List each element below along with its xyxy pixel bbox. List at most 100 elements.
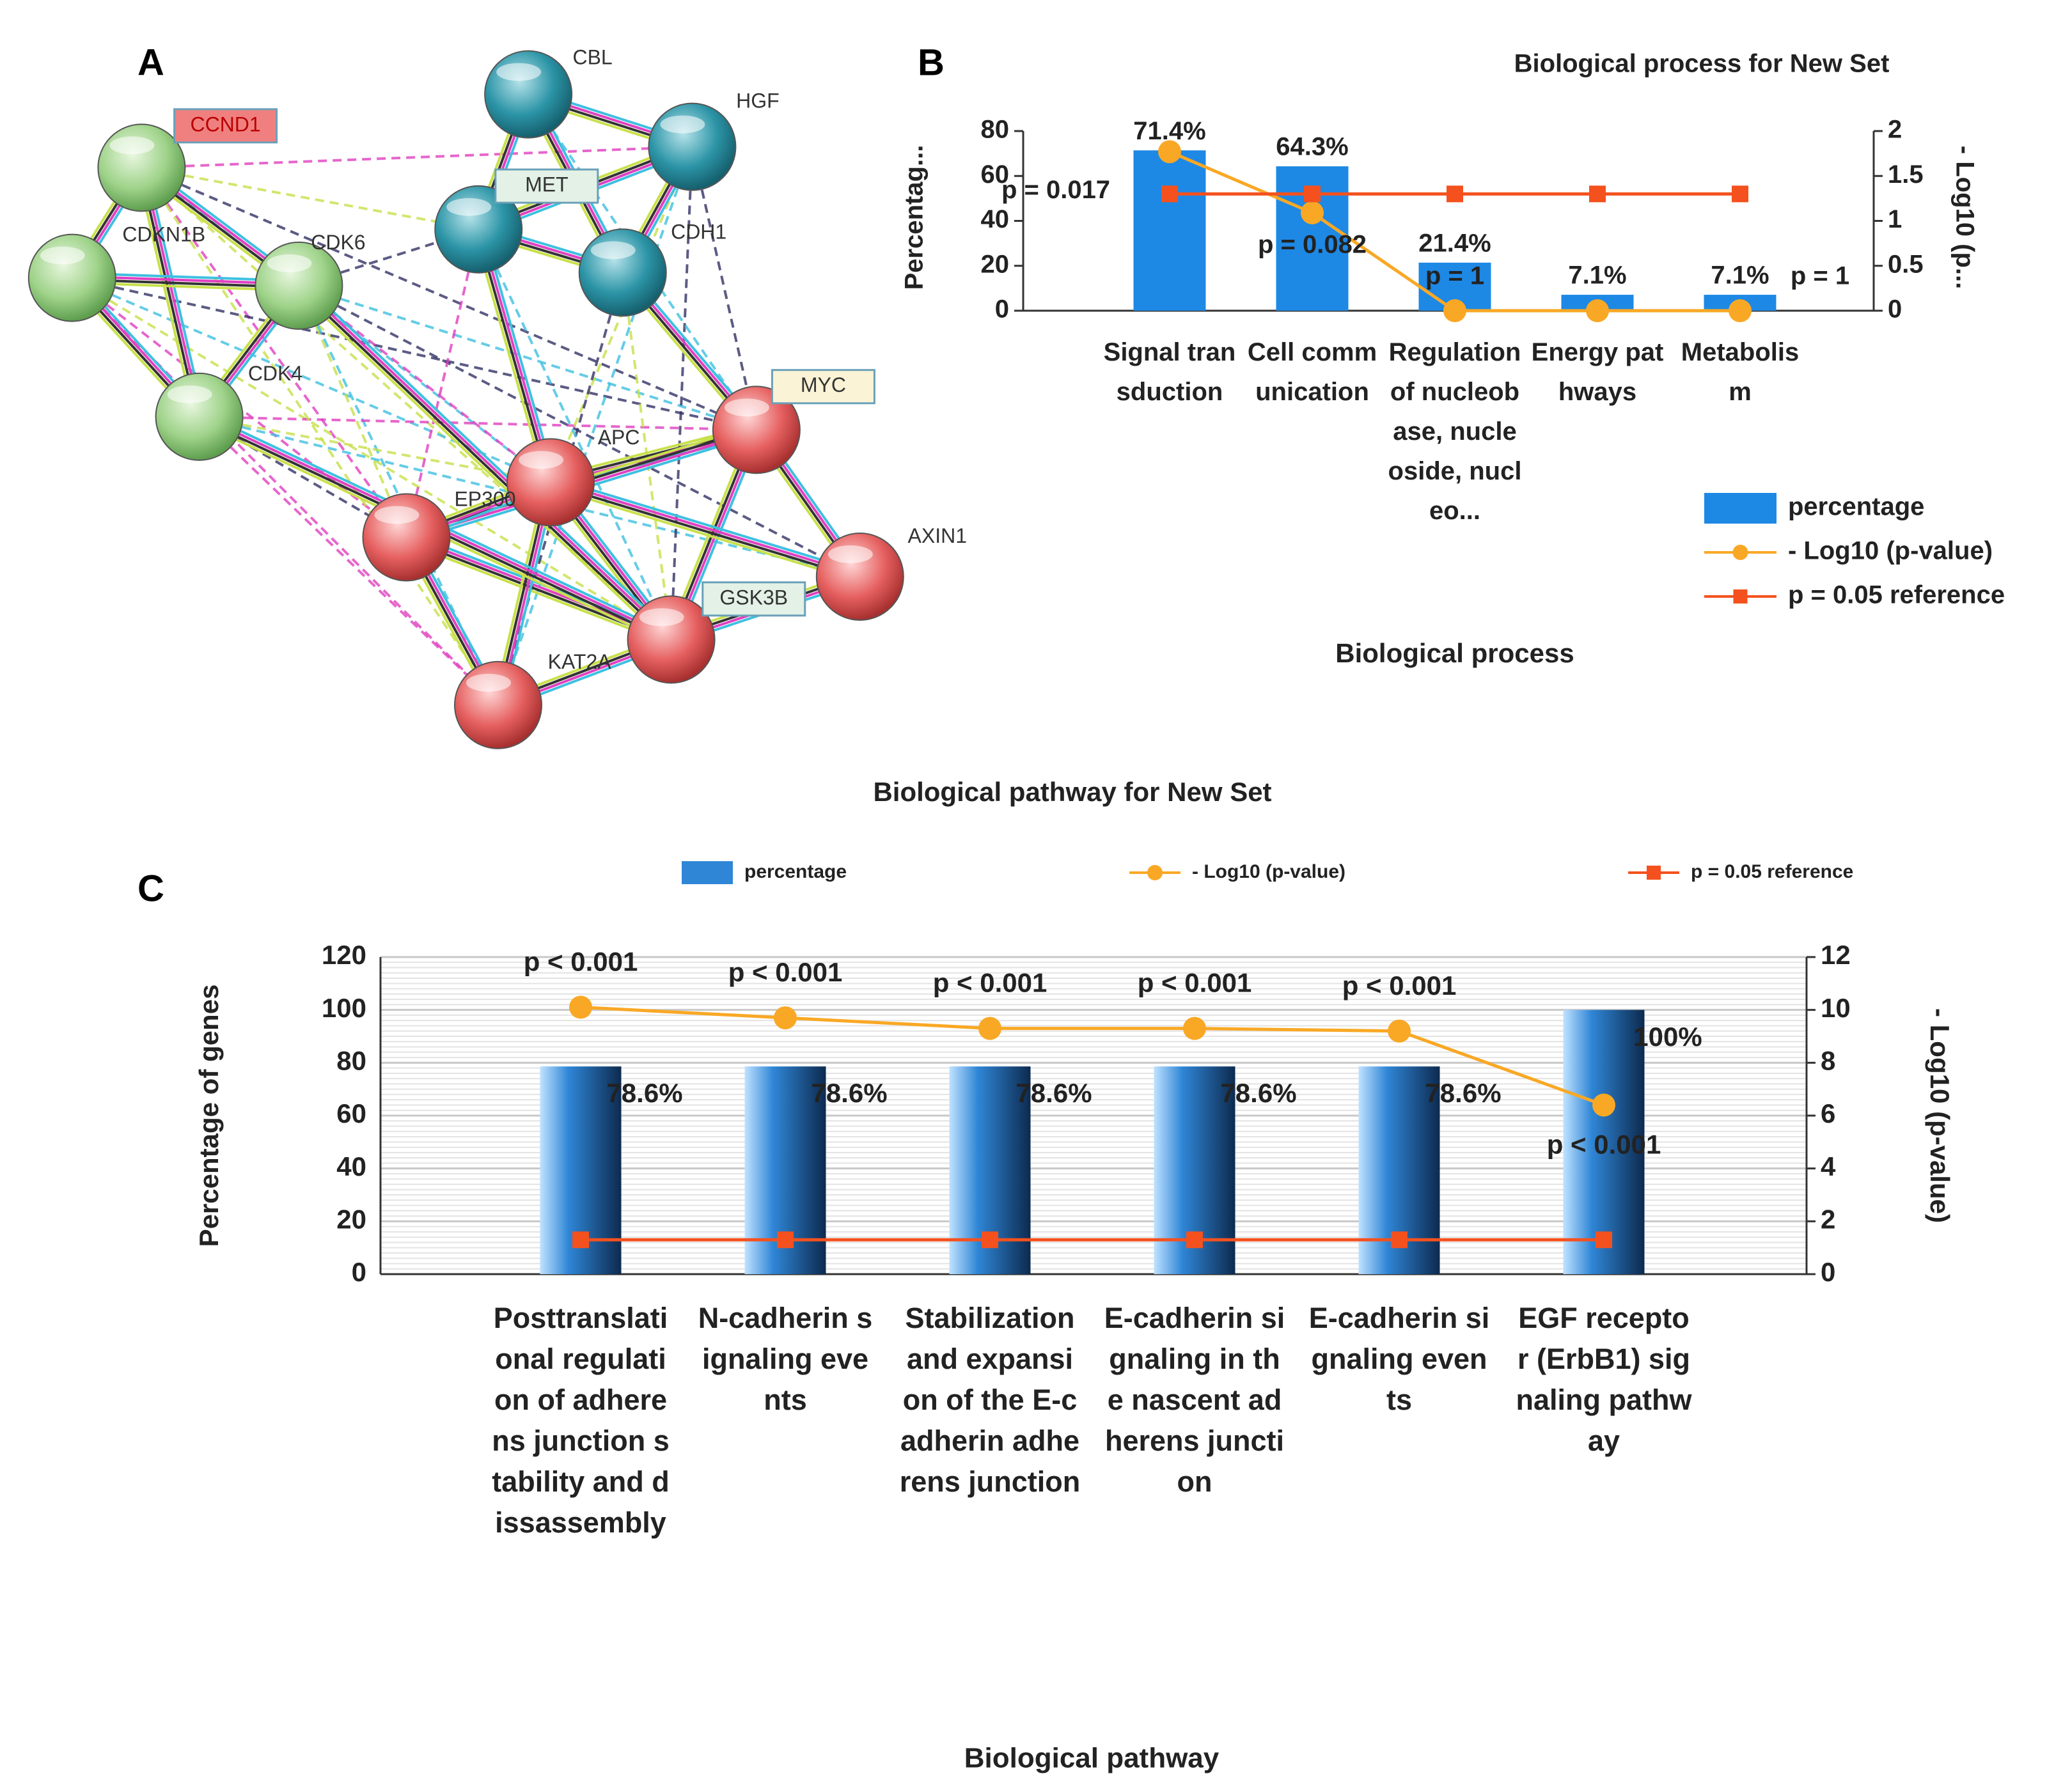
data-label: 78.6%	[811, 1078, 887, 1108]
label-box	[771, 369, 875, 405]
x-axis-title: Biological pathway	[964, 1743, 1220, 1774]
bar	[1563, 1009, 1645, 1274]
data-label: 78.6%	[1425, 1078, 1501, 1108]
node-label: KAT2A	[548, 650, 612, 673]
data-label: 7.1%	[1568, 261, 1626, 290]
legend-marker	[1732, 545, 1748, 560]
y-tick-label: 20	[336, 1204, 366, 1234]
node-highlight	[519, 451, 563, 469]
marker	[1729, 299, 1752, 322]
network-edge	[298, 284, 757, 432]
data-label: 78.6%	[1220, 1078, 1296, 1108]
node-label: CDH1	[671, 220, 726, 243]
data-label: p < 0.001	[1342, 970, 1457, 1001]
y-tick-label: 120	[322, 940, 366, 970]
network-edge	[551, 479, 861, 577]
node-label: HGF	[736, 89, 780, 112]
network-edge	[140, 167, 499, 706]
node-label: CBL	[572, 46, 612, 69]
marker	[1589, 185, 1606, 203]
node-highlight	[724, 398, 769, 417]
network-edge	[298, 284, 552, 483]
y2-tick-label: 8	[1821, 1045, 1835, 1075]
x-tick-label: Posttranslational regulation of adherens…	[492, 1302, 670, 1539]
bar	[1133, 150, 1206, 311]
data-label: p = 1	[1425, 262, 1484, 290]
node-label: MET	[525, 173, 569, 196]
legend-marker	[1147, 865, 1163, 880]
marker	[1447, 185, 1463, 203]
x-tick-label: E-cadherin signaling events	[1308, 1302, 1490, 1416]
y2-tick-label: 0	[1821, 1257, 1835, 1287]
label-box	[702, 581, 806, 617]
panel-label: C	[137, 868, 164, 909]
y-axis-title: Percentag...	[900, 145, 929, 290]
network-edge	[141, 166, 479, 231]
marker	[1183, 1017, 1206, 1040]
network-edge	[140, 167, 408, 538]
network-edge	[199, 415, 757, 432]
marker	[1443, 299, 1466, 322]
data-label: p < 0.001	[1547, 1130, 1661, 1160]
y2-tick-label: 4	[1821, 1151, 1836, 1181]
network-edge	[527, 93, 758, 431]
legend-swatch	[1704, 493, 1776, 524]
y-tick-label: 80	[336, 1045, 366, 1075]
network-edge	[297, 285, 408, 538]
y-tick-label: 100	[322, 993, 366, 1023]
data-label: 78.6%	[1016, 1078, 1092, 1108]
marker	[777, 1231, 794, 1249]
x-tick-label: Stabilization and expansion of the E-cad…	[899, 1302, 1081, 1498]
data-label: 100%	[1633, 1022, 1702, 1052]
marker	[982, 1231, 998, 1249]
network-edge	[141, 166, 757, 432]
network-edge	[691, 146, 758, 430]
data-label: 64.3%	[1276, 133, 1348, 161]
marker	[774, 1006, 797, 1030]
marker	[1304, 185, 1321, 203]
y-tick-label: 80	[981, 116, 1010, 144]
marker	[1388, 1019, 1411, 1043]
node-highlight	[639, 608, 684, 627]
chart: Biological pathway for New Set Biological…	[194, 777, 1955, 1774]
marker	[1391, 1231, 1408, 1249]
y-tick-label: 60	[981, 160, 1010, 189]
data-label: p = 1	[1791, 262, 1849, 290]
y-tick-label: 20	[981, 250, 1010, 278]
network-edge	[549, 482, 860, 580]
marker	[1186, 1231, 1203, 1249]
network-edge	[198, 416, 499, 706]
network-edge	[404, 540, 670, 646]
marker	[978, 1017, 1001, 1040]
chart-title: Biological process for New Set	[1514, 50, 1890, 78]
data-label: p = 0.082	[1258, 230, 1367, 258]
chart: Biological process for New Set Biological…	[900, 50, 2005, 669]
x-tick-label: N-cadherin signaling events	[698, 1302, 873, 1416]
network-edge	[477, 228, 673, 641]
node-highlight	[590, 241, 636, 260]
node-highlight	[496, 63, 542, 81]
node-highlight	[660, 115, 705, 134]
x-tick-label: E-cadherin signaling in the nascent adhe…	[1104, 1302, 1285, 1498]
chart-title: Biological pathway for New Set	[873, 777, 1271, 807]
data-label: 7.1%	[1711, 261, 1769, 290]
y2-tick-label: 2	[1888, 116, 1902, 144]
node-label: CDKN1B	[122, 222, 205, 245]
y-tick-label: 0	[352, 1257, 366, 1287]
panel-label: B	[918, 42, 945, 83]
node-highlight	[827, 545, 873, 563]
data-label: 21.4%	[1418, 229, 1491, 257]
legend-label: p = 0.05 reference	[1788, 581, 2005, 609]
x-axis-title: Biological process	[1335, 638, 1574, 668]
node-highlight	[40, 246, 85, 265]
legend-label: p = 0.05 reference	[1691, 861, 1853, 882]
node-highlight	[446, 198, 492, 216]
network-edge	[297, 286, 671, 642]
node-highlight	[167, 385, 212, 403]
network-edge	[549, 485, 859, 583]
x-tick-label: Cell communication	[1247, 338, 1377, 406]
network-edge	[299, 283, 673, 640]
legend-swatch	[682, 861, 733, 884]
